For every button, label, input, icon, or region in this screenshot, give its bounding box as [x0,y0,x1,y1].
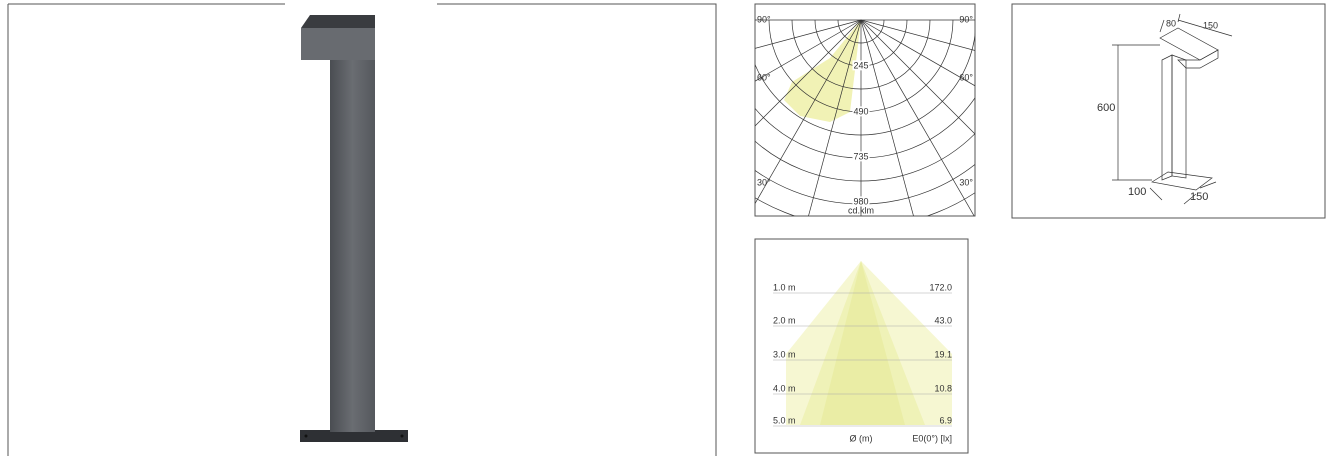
spoke [755,19,862,127]
dimension-label: 150 [1203,20,1218,30]
dimension-label: 100 [1128,186,1146,198]
ring-label: 490 [853,106,868,116]
angle-label: 90° [959,14,973,24]
angle-label: 60° [959,72,973,82]
spoke [860,19,914,216]
unit-label: cd.klm [848,205,874,215]
spoke [808,19,862,216]
distance-label: 3.0 m [773,349,796,359]
distance-label: 5.0 m [773,415,796,425]
lux-label: 6.9 [939,415,952,425]
spoke [755,19,862,82]
spoke [860,19,975,135]
footer-label: E0(0°) [lx] [912,433,952,443]
distance-label: 2.0 m [773,315,796,325]
footer-label: Ø (m) [850,433,873,443]
illuminance-rows: 1.0 m 172.0 2.0 m 43.0 3.0 m 19.1 4.0 m 10.8 5.0… [773,282,952,427]
spoke [755,19,862,49]
dimension-frame [1011,3,1326,219]
angle-label: 30° [757,177,771,187]
label-bg [852,151,870,162]
dimension-label: 80 [1166,18,1176,28]
angle-label: 30° [959,177,973,187]
lux-label: 19.1 [934,349,952,359]
dimension-label: 600 [1097,102,1115,114]
product-photo [300,15,408,442]
photo-frame [7,3,717,456]
ring-label: 245 [853,60,868,70]
angle-label: 90° [757,14,771,24]
label-bg [852,106,870,117]
lux-label: 10.8 [934,383,952,393]
angle-label: 60° [757,72,771,82]
ring-label: 735 [853,151,868,161]
dimension-label: 150 [1190,191,1208,203]
spoke [860,19,975,51]
lux-label: 172.0 [929,282,952,292]
spoke [755,19,862,205]
label-bg [852,60,870,71]
distance-label: 1.0 m [773,282,796,292]
spoke [860,19,975,87]
distance-label: 4.0 m [773,383,796,393]
ring-label: 980 [853,196,868,206]
lux-label: 43.0 [934,315,952,325]
dimension-drawing [1112,13,1233,205]
spoke [860,19,975,216]
illuminance-cone [786,261,952,425]
label-bg [852,196,870,207]
